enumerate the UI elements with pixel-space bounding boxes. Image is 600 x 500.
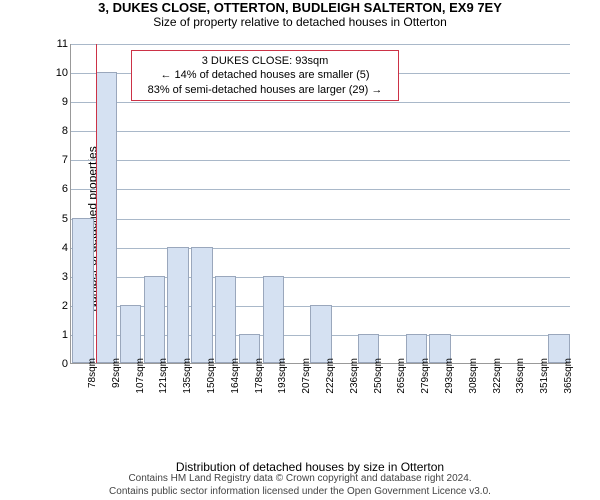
y-tick: 8 xyxy=(53,125,68,137)
x-tick: 150sqm xyxy=(206,358,217,394)
gridline xyxy=(71,219,570,220)
page-title: 3, DUKES CLOSE, OTTERTON, BUDLEIGH SALTE… xyxy=(0,0,600,15)
bar xyxy=(72,218,93,363)
bar xyxy=(96,72,117,363)
gridline xyxy=(71,160,570,161)
x-tick: 121sqm xyxy=(158,358,169,394)
bar xyxy=(120,305,141,363)
gridline xyxy=(71,131,570,132)
annotation-line3: 83% of semi-detached houses are larger (… xyxy=(138,83,392,97)
bar xyxy=(263,276,284,363)
x-tick: 250sqm xyxy=(373,358,384,394)
y-tick: 2 xyxy=(53,300,68,312)
x-tick: 222sqm xyxy=(325,358,336,394)
annotation-line1: 3 DUKES CLOSE: 93sqm xyxy=(138,54,392,68)
y-tick: 7 xyxy=(53,154,68,166)
plot-area: 0123456789101178sqm92sqm107sqm121sqm135s… xyxy=(70,44,570,364)
y-tick: 4 xyxy=(53,242,68,254)
y-tick: 10 xyxy=(53,67,68,79)
chart: Number of detached properties 0123456789… xyxy=(50,44,570,414)
bar xyxy=(144,276,165,363)
page-subtitle: Size of property relative to detached ho… xyxy=(0,15,600,29)
x-tick: 107sqm xyxy=(135,358,146,394)
x-tick: 279sqm xyxy=(420,358,431,394)
footer-line2: Contains public sector information licen… xyxy=(0,485,600,498)
annotation-line2: ← 14% of detached houses are smaller (5) xyxy=(138,68,392,82)
x-tick: 135sqm xyxy=(182,358,193,394)
gridline xyxy=(71,44,570,45)
footer-line1: Contains HM Land Registry data © Crown c… xyxy=(0,472,600,485)
footer: Contains HM Land Registry data © Crown c… xyxy=(0,472,600,498)
x-tick: 193sqm xyxy=(277,358,288,394)
x-tick: 164sqm xyxy=(230,358,241,394)
x-tick: 293sqm xyxy=(444,358,455,394)
gridline xyxy=(71,248,570,249)
y-tick: 0 xyxy=(53,358,68,370)
x-tick: 308sqm xyxy=(468,358,479,394)
y-tick: 6 xyxy=(53,183,68,195)
x-tick: 207sqm xyxy=(301,358,312,394)
annotation-box: 3 DUKES CLOSE: 93sqm ← 14% of detached h… xyxy=(131,50,399,101)
marker-line xyxy=(96,44,97,363)
y-tick: 5 xyxy=(53,213,68,225)
bar xyxy=(167,247,188,363)
x-tick: 265sqm xyxy=(396,358,407,394)
bar xyxy=(191,247,212,363)
x-tick: 322sqm xyxy=(492,358,503,394)
x-tick: 336sqm xyxy=(515,358,526,394)
y-tick: 3 xyxy=(53,271,68,283)
gridline xyxy=(71,102,570,103)
bar xyxy=(310,305,331,363)
gridline xyxy=(71,189,570,190)
x-tick: 351sqm xyxy=(539,358,550,394)
y-tick: 11 xyxy=(53,38,68,50)
x-tick: 365sqm xyxy=(563,358,574,394)
x-tick: 236sqm xyxy=(349,358,360,394)
y-tick: 9 xyxy=(53,96,68,108)
y-tick: 1 xyxy=(53,329,68,341)
bar xyxy=(215,276,236,363)
x-tick: 178sqm xyxy=(254,358,265,394)
